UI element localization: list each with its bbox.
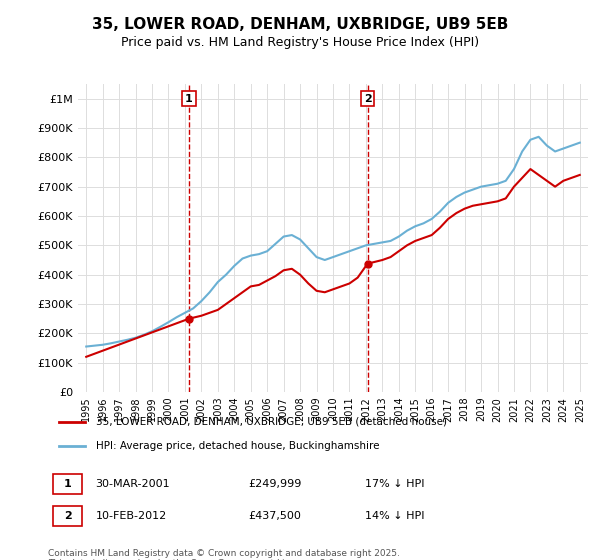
- Text: £249,999: £249,999: [248, 479, 302, 489]
- Text: 35, LOWER ROAD, DENHAM, UXBRIDGE, UB9 5EB: 35, LOWER ROAD, DENHAM, UXBRIDGE, UB9 5E…: [92, 17, 508, 32]
- FancyBboxPatch shape: [53, 474, 82, 494]
- Text: 17% ↓ HPI: 17% ↓ HPI: [365, 479, 424, 489]
- Text: £437,500: £437,500: [248, 511, 302, 521]
- Text: 30-MAR-2001: 30-MAR-2001: [95, 479, 170, 489]
- Text: 1: 1: [185, 94, 193, 104]
- Text: HPI: Average price, detached house, Buckinghamshire: HPI: Average price, detached house, Buck…: [95, 441, 379, 451]
- Text: Contains HM Land Registry data © Crown copyright and database right 2025.
This d: Contains HM Land Registry data © Crown c…: [48, 549, 400, 560]
- Text: 14% ↓ HPI: 14% ↓ HPI: [365, 511, 424, 521]
- Text: 2: 2: [364, 94, 371, 104]
- Text: 2: 2: [64, 511, 71, 521]
- Text: 1: 1: [64, 479, 71, 489]
- Text: 10-FEB-2012: 10-FEB-2012: [95, 511, 167, 521]
- Text: 35, LOWER ROAD, DENHAM, UXBRIDGE, UB9 5EB (detached house): 35, LOWER ROAD, DENHAM, UXBRIDGE, UB9 5E…: [95, 417, 446, 427]
- Text: Price paid vs. HM Land Registry's House Price Index (HPI): Price paid vs. HM Land Registry's House …: [121, 36, 479, 49]
- FancyBboxPatch shape: [53, 506, 82, 526]
